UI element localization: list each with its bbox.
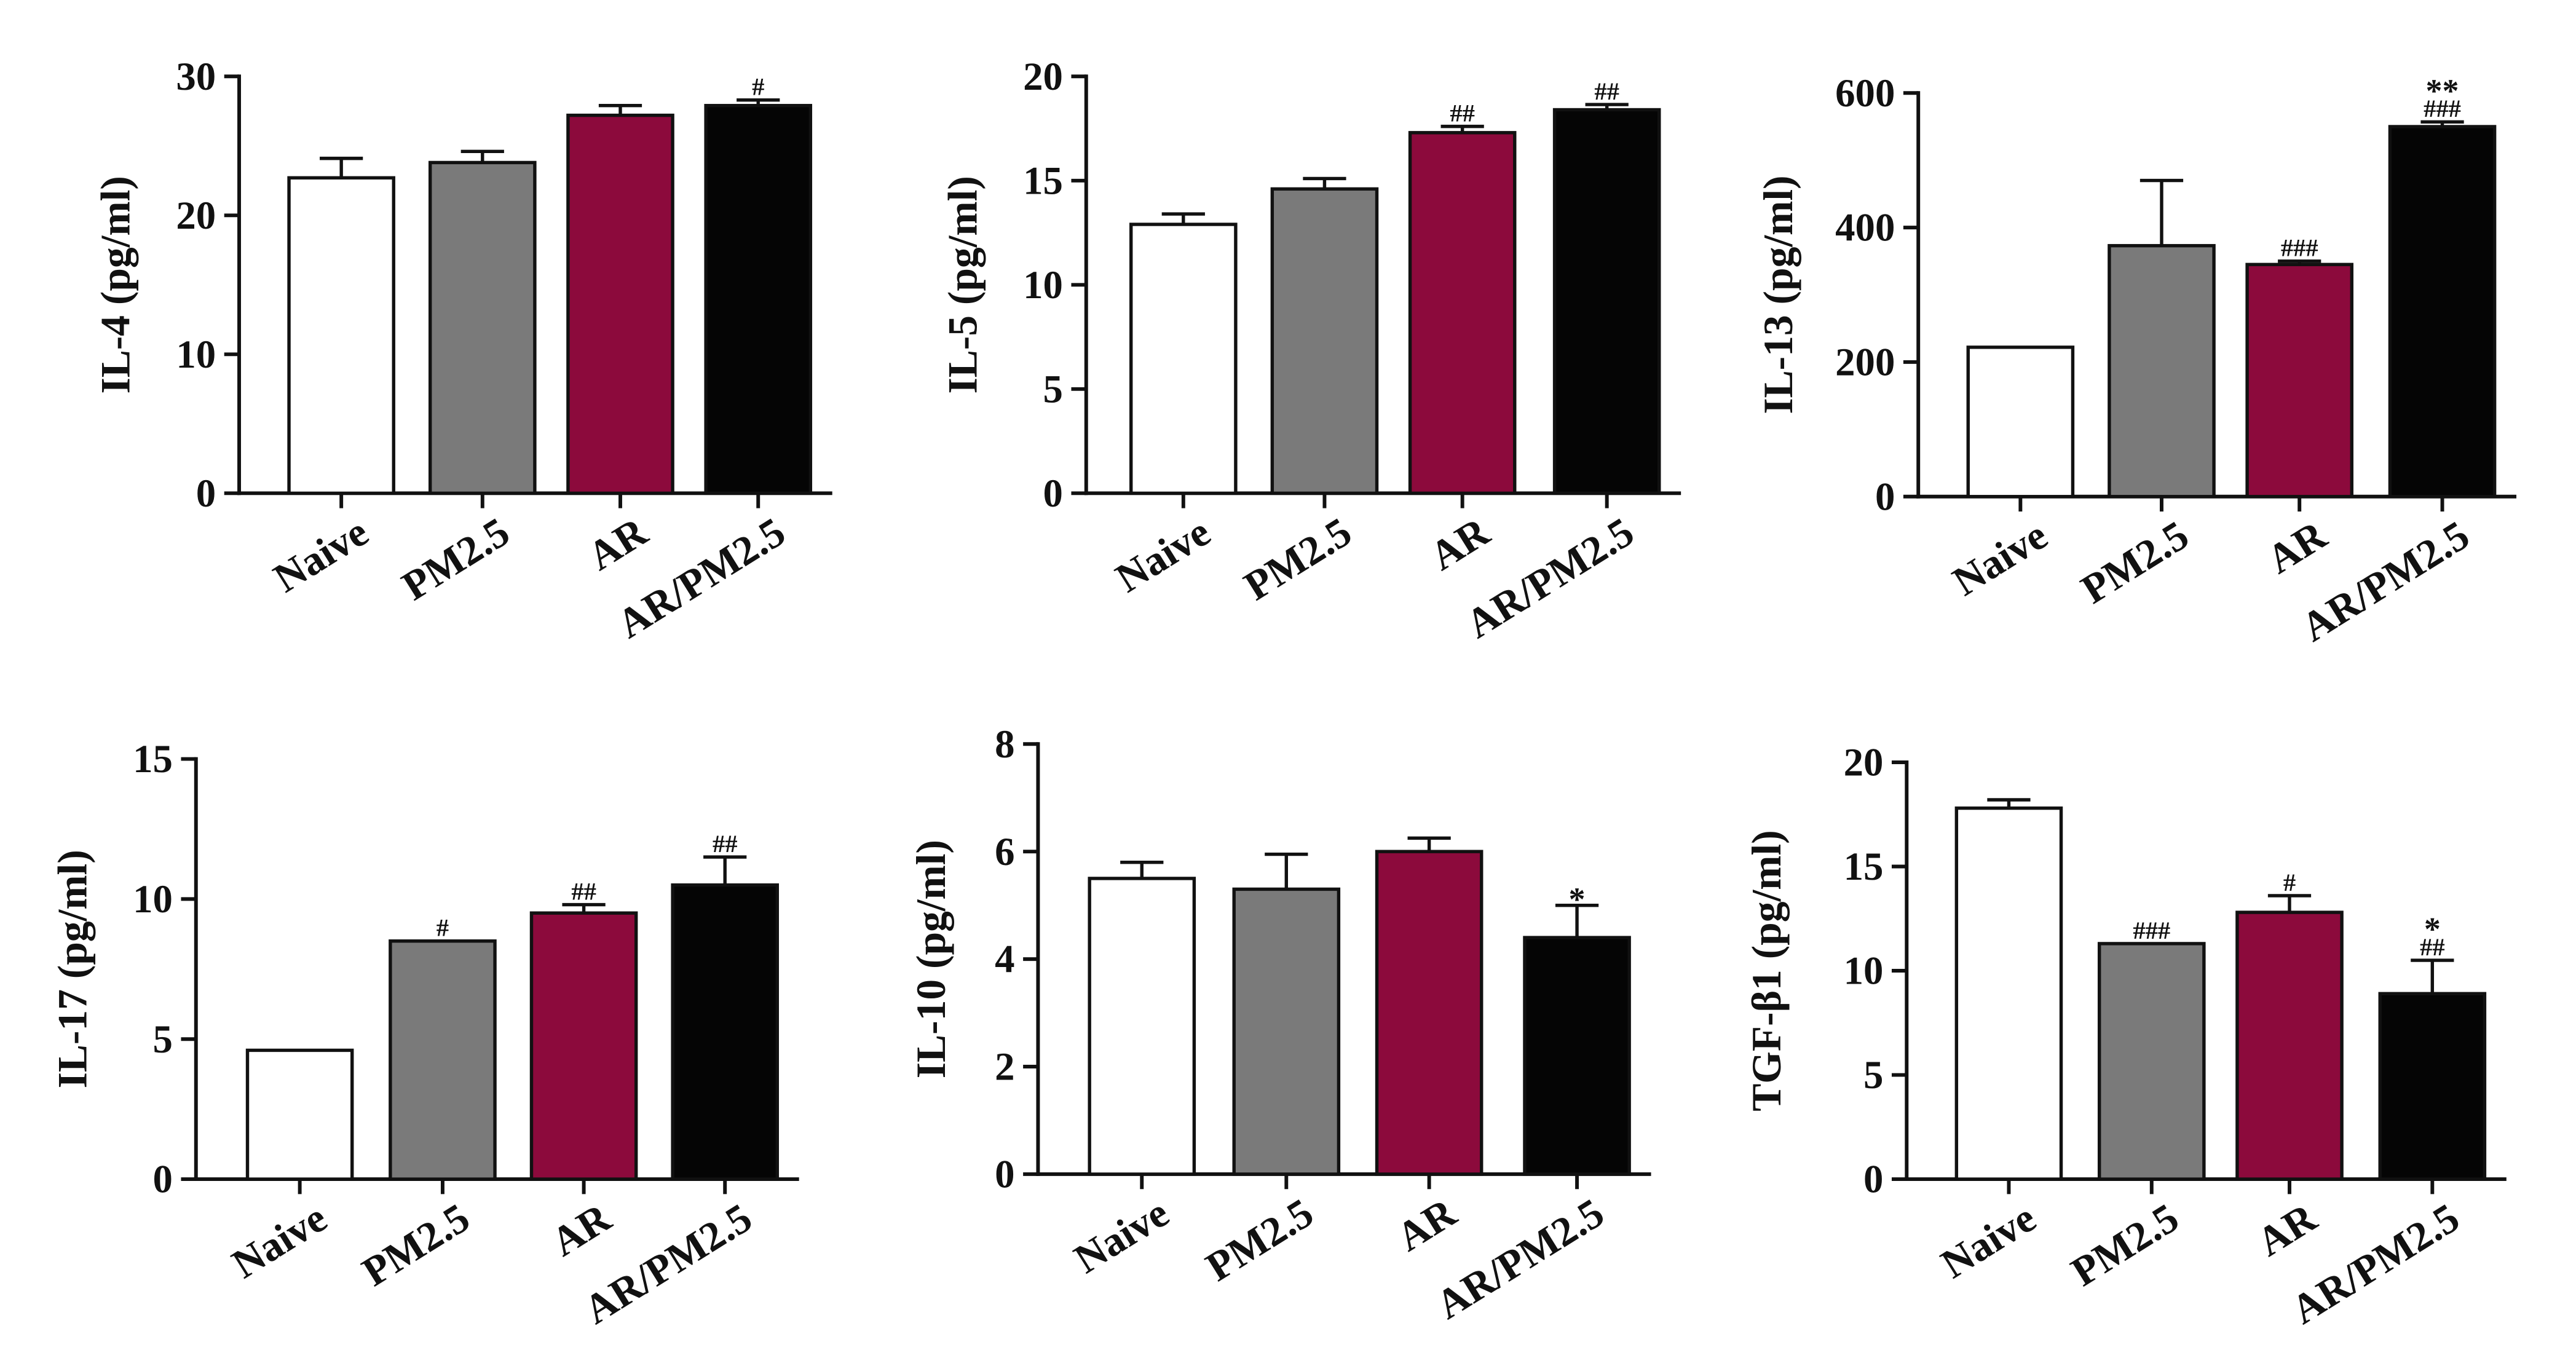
significance-label: # <box>2283 869 2296 896</box>
bar-ar-pm2-5 <box>2388 125 2497 499</box>
y-tick-label: 200 <box>1835 341 1895 385</box>
chart-panel-6: 0 5 10 15 20 TGF-β1 (pg/ml) Naive ### PM2.5 # AR ##… <box>1744 741 2507 1333</box>
significance-label: ## <box>1594 77 1619 105</box>
bar-naive <box>245 1048 354 1181</box>
y-tick-label: 0 <box>995 1153 1014 1197</box>
y-axis-title: IL-4 (pg/ml) <box>93 176 139 393</box>
bar-pm2-5 <box>1232 887 1341 1176</box>
y-tick-label: 10 <box>1844 949 1884 993</box>
y-axis-title: IL-10 (pg/ml) <box>908 840 954 1078</box>
y-tick-label: 10 <box>176 333 216 377</box>
x-tick-label: AR <box>543 1194 619 1265</box>
significance-label: ## <box>1450 100 1475 127</box>
significance-label: ** <box>2426 73 2459 109</box>
x-tick-label: Naive <box>1933 1194 2044 1287</box>
x-tick-label: PM2.5 <box>1236 508 1359 609</box>
bar-ar-pm2-5 <box>1523 936 1631 1176</box>
y-tick-label: 20 <box>1023 55 1063 99</box>
bar-ar <box>1408 131 1517 495</box>
x-tick-label: AR <box>2249 1194 2325 1265</box>
significance-label: ## <box>2420 933 2445 961</box>
bar-pm2-5 <box>389 939 497 1181</box>
significance-label: ### <box>2133 917 2170 944</box>
x-tick-label: Naive <box>266 508 376 601</box>
y-tick-label: 10 <box>133 877 173 922</box>
chart-panel-5: 0 2 4 6 8 IL-10 (pg/ml) Naive PM2.5 AR * AR/PM2.5 <box>908 722 1651 1328</box>
bar-ar-pm2-5 <box>2378 992 2487 1181</box>
bar-naive <box>1129 223 1238 495</box>
x-tick-label: PM2.5 <box>354 1194 477 1295</box>
bar-ar <box>529 911 638 1181</box>
bar-ar-pm2-5 <box>671 883 779 1181</box>
significance-label: ### <box>2281 234 2318 262</box>
bar-ar <box>2245 263 2354 499</box>
x-tick-label: AR/PM2.5 <box>1428 1190 1612 1328</box>
y-tick-label: 20 <box>1844 741 1884 785</box>
bar-naive <box>1954 806 2063 1181</box>
significance-label: # <box>752 73 764 101</box>
bar-pm2-5 <box>428 160 537 495</box>
bar-naive <box>1088 877 1196 1176</box>
significance-label: # <box>437 914 449 942</box>
x-tick-label: AR <box>2259 511 2334 583</box>
y-tick-label: 5 <box>1863 1053 1883 1097</box>
y-tick-label: 15 <box>1844 845 1884 889</box>
y-axis-title: IL-13 (pg/ml) <box>1755 175 1801 414</box>
x-tick-label: AR <box>1422 508 1498 579</box>
x-tick-label: Naive <box>1945 512 2055 605</box>
y-tick-label: 30 <box>176 55 216 99</box>
x-tick-label: AR <box>580 508 655 579</box>
bar-ar-pm2-5 <box>704 104 813 495</box>
x-tick-label: PM2.5 <box>394 508 517 609</box>
bar-ar <box>2235 910 2344 1181</box>
bar-naive <box>1966 345 2075 499</box>
significance-label: ### <box>2424 95 2461 122</box>
y-tick-label: 2 <box>995 1045 1014 1089</box>
y-tick-label: 8 <box>995 722 1014 767</box>
y-tick-label: 0 <box>196 472 216 516</box>
y-axis-title: IL-5 (pg/ml) <box>939 176 986 393</box>
y-tick-label: 400 <box>1835 206 1895 250</box>
y-tick-label: 20 <box>176 194 216 238</box>
y-tick-label: 15 <box>1023 159 1063 203</box>
y-tick-label: 15 <box>133 737 173 781</box>
y-tick-label: 0 <box>153 1158 173 1202</box>
significance-label: ## <box>571 877 596 905</box>
x-tick-label: PM2.5 <box>1198 1190 1321 1290</box>
significance-label: ## <box>713 830 738 858</box>
chart-panel-3: 0 200 400 600 IL-13 (pg/ml) Naive PM2.5 ### AR ##… <box>1755 71 2517 650</box>
x-tick-label: PM2.5 <box>2063 1194 2186 1295</box>
x-tick-label: Naive <box>1066 1190 1177 1282</box>
significance-label: * <box>2424 911 2441 948</box>
x-tick-label: Naive <box>1108 508 1219 601</box>
bar-pm2-5 <box>2097 942 2206 1181</box>
bar-ar <box>1375 850 1484 1176</box>
y-axis-title: IL-17 (pg/ml) <box>49 850 95 1088</box>
significance-label: * <box>1569 881 1586 918</box>
y-tick-label: 10 <box>1023 263 1063 307</box>
y-tick-label: 5 <box>1043 367 1063 411</box>
y-tick-label: 600 <box>1835 71 1895 116</box>
bar-naive <box>287 176 395 495</box>
x-tick-label: AR <box>1389 1189 1464 1260</box>
y-tick-label: 0 <box>1875 475 1895 519</box>
bar-ar <box>566 113 674 495</box>
y-tick-label: 5 <box>153 1017 173 1062</box>
y-tick-label: 0 <box>1043 472 1063 516</box>
y-tick-label: 4 <box>995 938 1014 982</box>
bar-ar-pm2-5 <box>1552 108 1661 495</box>
y-tick-label: 6 <box>995 830 1014 874</box>
y-axis-title: TGF-β1 (pg/ml) <box>1744 830 1790 1111</box>
bar-pm2-5 <box>2108 243 2216 499</box>
bar-pm2-5 <box>1270 187 1379 495</box>
y-tick-label: 0 <box>1863 1158 1883 1202</box>
x-tick-label: Naive <box>224 1194 335 1287</box>
x-tick-label: PM2.5 <box>2073 512 2196 613</box>
